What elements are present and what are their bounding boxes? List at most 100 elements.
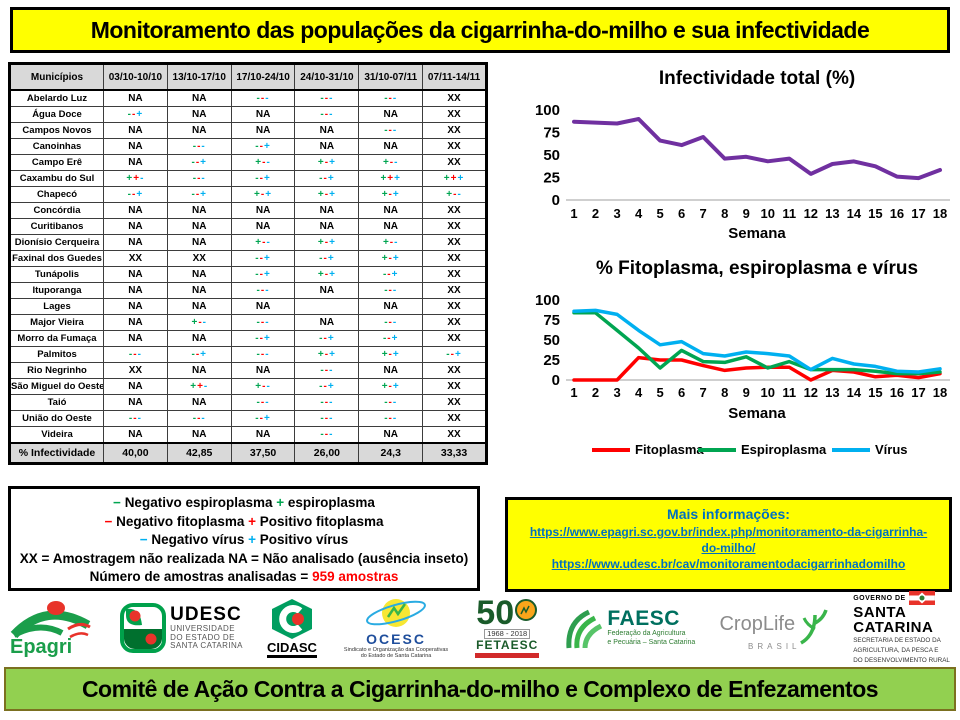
result-cell: NA	[358, 362, 424, 379]
svg-text:2: 2	[592, 385, 599, 400]
svg-text:14: 14	[847, 206, 862, 221]
result-cell: NA	[294, 122, 360, 139]
municipality-name: Morro da Fumaça	[9, 330, 104, 347]
municipality-name: Palmitos	[9, 346, 104, 363]
svg-text:15: 15	[868, 385, 882, 400]
table-row: Major Vieira NA +-- --- NA --- XX	[9, 314, 487, 331]
result-cell: NA	[166, 394, 232, 411]
svg-text:6: 6	[678, 385, 685, 400]
summary-cell: 40,00	[103, 442, 168, 464]
summary-cell: 33,33	[422, 442, 487, 464]
result-cell: XX	[422, 298, 487, 315]
svg-text:15: 15	[868, 206, 882, 221]
logo-fetaesc: 50 1968 - 2018 FETAESC	[475, 594, 540, 658]
logo-governo-sc: GOVERNO DE SANTA CATARINA SECRETARIA DE …	[853, 591, 950, 665]
fetaesc-50: 50	[476, 594, 515, 633]
result-cell: ---	[166, 170, 232, 187]
result-cell: XX	[422, 122, 487, 139]
result-cell: NA	[103, 378, 168, 395]
faesc-fan-icon	[566, 609, 603, 649]
municipality-name: Água Doce	[9, 106, 104, 123]
result-cell: XX	[422, 362, 487, 379]
logo-ocesc: OCESC Sindicato e Organização das Cooper…	[341, 596, 451, 660]
municipality-name: Concórdia	[9, 202, 104, 219]
link-epagri[interactable]: https://www.epagri.sc.gov.br/index.php/m…	[529, 525, 928, 555]
symbols-legend-box: − Negativo espiroplasma + espiroplasma − …	[8, 486, 480, 591]
municipality-name: União do Oeste	[9, 410, 104, 427]
svg-text:Semana: Semana	[728, 225, 786, 242]
municipality-name: Ituporanga	[9, 282, 104, 299]
result-cell: XX	[422, 234, 487, 251]
result-cell: ---	[358, 314, 424, 331]
result-cell: NA	[166, 330, 232, 347]
svg-text:6: 6	[678, 206, 685, 221]
result-cell: ---	[230, 282, 296, 299]
result-cell: XX	[422, 426, 487, 444]
svg-text:12: 12	[804, 385, 818, 400]
result-cell: NA	[103, 89, 168, 107]
municipality-name: Abelardo Luz	[9, 89, 104, 107]
svg-text:18: 18	[933, 206, 947, 221]
svg-text:1: 1	[570, 385, 577, 400]
svg-text:100: 100	[535, 102, 560, 119]
svg-text:Semana: Semana	[728, 405, 786, 422]
municipality-name: Videira	[9, 426, 104, 444]
logo-croplife: CropLife BRASIL	[719, 605, 829, 651]
result-cell: --+	[230, 138, 296, 155]
result-cell: NA	[358, 218, 424, 235]
link-udesc[interactable]: https://www.udesc.br/cav/monitoramentoda…	[551, 557, 906, 571]
result-cell: ---	[358, 282, 424, 299]
svg-text:Espiroplasma: Espiroplasma	[741, 442, 827, 457]
result-cell: +-+	[358, 250, 424, 267]
municipality-name: São Miguel do Oeste	[9, 378, 104, 395]
summary-cell: 42,85	[166, 442, 232, 464]
result-cell: --+	[230, 250, 296, 267]
result-cell: ---	[294, 426, 360, 444]
fetaesc-red-bar	[475, 652, 540, 658]
epagri-label: Epagri	[10, 635, 73, 658]
municipality-name: Chapecó	[9, 186, 104, 203]
table-row: São Miguel do Oeste NA ++- +-- --+ +-+ XX	[9, 378, 487, 395]
fetaesc-label: FETAESC	[476, 637, 539, 652]
monitoring-table-wrap: Municípios 03/10-10/10 13/10-17/10 17/10-24…	[8, 62, 488, 465]
svg-text:3: 3	[613, 206, 620, 221]
result-cell: --+	[230, 170, 296, 187]
municipality-name: Campos Novos	[9, 122, 104, 139]
logos-strip: Epagri UDESC UNIVERSIDADE DO ESTADO DE S…	[0, 591, 960, 665]
result-cell: NA	[294, 218, 360, 235]
result-cell: XX	[422, 138, 487, 155]
logo-faesc: FAESC Federação da Agricultura e Pecuári…	[563, 606, 695, 650]
municipality-name: Curitibanos	[9, 218, 104, 235]
table-row: Chapecó --+ --+ +-+ +-+ +-+ +--	[9, 186, 487, 203]
logo-epagri: Epagri	[10, 599, 96, 658]
column-header: 03/10-10/10	[103, 63, 168, 91]
table-row: Rio Negrinho XX NA NA --- NA XX	[9, 362, 487, 379]
result-cell: XX	[103, 362, 168, 379]
result-cell: ---	[294, 394, 360, 411]
svg-text:16: 16	[890, 206, 904, 221]
result-cell: --+	[166, 186, 232, 203]
result-cell: --+	[103, 186, 168, 203]
table-row: Videira NA NA NA --- NA XX	[9, 426, 487, 444]
result-cell: XX	[422, 218, 487, 235]
result-cell: NA	[103, 122, 168, 139]
faesc-label: FAESC	[607, 607, 680, 631]
result-cell: NA	[103, 138, 168, 155]
result-cell: --+	[166, 346, 232, 363]
municipality-name: Major Vieira	[9, 314, 104, 331]
monitoring-table: Municípios 03/10-10/10 13/10-17/10 17/10-24…	[8, 62, 488, 465]
result-cell: +-+	[294, 346, 360, 363]
result-cell: NA	[358, 138, 424, 155]
svg-text:75: 75	[543, 125, 560, 142]
result-cell: ---	[294, 410, 360, 427]
result-cell: --+	[294, 378, 360, 395]
result-cell: NA	[103, 314, 168, 331]
result-cell: ---	[103, 410, 168, 427]
municipality-name: Lages	[9, 298, 104, 315]
table-row: Ituporanga NA NA --- NA --- XX	[9, 282, 487, 299]
result-cell: XX	[422, 266, 487, 283]
table-row: Faxinal dos Guedes XX XX --+ --+ +-+ XX	[9, 250, 487, 267]
svg-text:10: 10	[761, 206, 775, 221]
